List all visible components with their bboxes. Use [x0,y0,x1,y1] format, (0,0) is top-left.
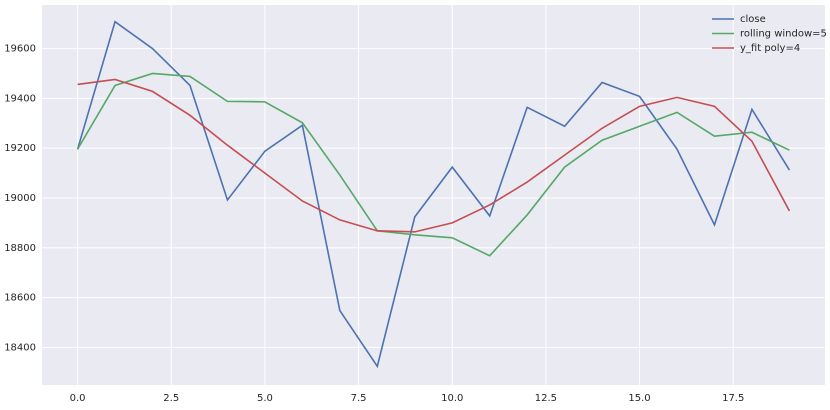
x-tick-label: 5.0 [257,393,273,404]
y-tick-label: 18400 [4,342,36,353]
legend-label: rolling window=5 [740,29,827,40]
y-tick-label: 18600 [4,293,36,304]
plot-area [42,5,825,385]
series-line [76,20,791,369]
x-tick-label: 10.0 [441,393,463,404]
y-tick-label: 19200 [4,143,36,154]
x-tick-label: 12.5 [535,393,557,404]
x-tick-label: 2.5 [163,393,179,404]
y-tick-label: 18800 [4,243,36,254]
x-tick-label: 15.0 [628,393,650,404]
y-tick-label: 19000 [4,193,36,204]
x-tick-label: 7.5 [351,393,367,404]
legend-label: y_fit poly=4 [740,43,800,54]
y-tick-label: 19600 [4,44,36,55]
series-line [76,72,790,257]
series-line [77,78,791,233]
x-tick-label: 17.5 [722,393,744,404]
legend-label: close [740,14,766,25]
x-tick-label: 0.0 [70,393,86,404]
y-tick-label: 19400 [4,93,36,104]
